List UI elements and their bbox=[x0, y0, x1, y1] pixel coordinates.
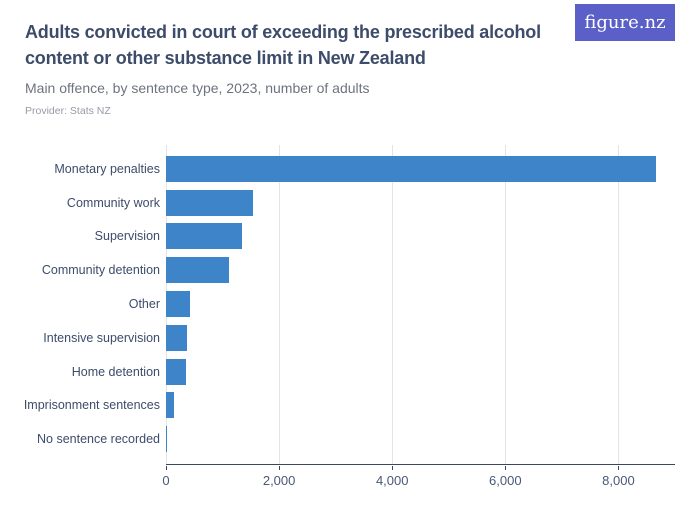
tick-mark bbox=[617, 466, 619, 470]
bar-row: No sentence recorded bbox=[0, 422, 675, 456]
bar-row: Home detention bbox=[0, 355, 675, 389]
bar[interactable] bbox=[166, 426, 168, 453]
x-tick-label: 0 bbox=[162, 473, 170, 488]
bar-row: Intensive supervision bbox=[0, 321, 675, 355]
bar-row: Community detention bbox=[0, 253, 675, 287]
chart-subtitle: Main offence, by sentence type, 2023, nu… bbox=[25, 80, 370, 96]
bar[interactable] bbox=[166, 257, 229, 284]
x-tick-label: 4,000 bbox=[375, 473, 409, 488]
bar-row: Other bbox=[0, 287, 675, 321]
category-label: Imprisonment sentences bbox=[23, 398, 160, 413]
category-label: Supervision bbox=[94, 229, 160, 244]
figurenz-logo[interactable]: figure.nz bbox=[575, 4, 675, 41]
bar[interactable] bbox=[166, 291, 191, 318]
bar-track bbox=[166, 223, 675, 250]
x-tick-label: 6,000 bbox=[489, 473, 522, 488]
bar-track bbox=[166, 358, 675, 385]
category-label: Other bbox=[128, 297, 160, 312]
bar[interactable] bbox=[166, 324, 187, 351]
bar-chart: Monetary penalties Community work Supervis… bbox=[0, 145, 675, 488]
x-axis: 0 2,000 4,000 6,000 8,000 bbox=[162, 465, 675, 497]
bar[interactable] bbox=[166, 155, 657, 182]
bar[interactable] bbox=[166, 358, 186, 385]
tick-mark bbox=[165, 466, 167, 470]
category-label: No sentence recorded bbox=[37, 432, 160, 447]
category-label: Community work bbox=[66, 195, 160, 210]
bar-track bbox=[166, 426, 675, 453]
bar[interactable] bbox=[166, 223, 243, 250]
bar-track bbox=[166, 324, 675, 351]
bar-track bbox=[166, 257, 675, 284]
gridline bbox=[504, 145, 506, 464]
category-label: Intensive supervision bbox=[43, 330, 160, 345]
bar-row: Community work bbox=[0, 186, 675, 220]
gridline bbox=[278, 145, 280, 464]
chart-title: Adults convicted in court of exceeding t… bbox=[25, 22, 541, 68]
figurenz-logo-text: figure.nz bbox=[584, 12, 666, 33]
bar-rows: Monetary penalties Community work Supervis… bbox=[0, 152, 675, 456]
tick-mark bbox=[391, 466, 393, 470]
bar-row: Supervision bbox=[0, 220, 675, 254]
bar-track bbox=[166, 189, 675, 216]
bar-row: Imprisonment sentences bbox=[0, 388, 675, 422]
x-tick-label: 8,000 bbox=[602, 473, 635, 488]
x-tick-label: 2,000 bbox=[262, 473, 296, 488]
category-label: Community detention bbox=[41, 263, 160, 278]
bar-row: Monetary penalties bbox=[0, 152, 675, 186]
tick-mark bbox=[278, 466, 280, 470]
bar[interactable] bbox=[166, 392, 174, 419]
bar[interactable] bbox=[166, 189, 254, 216]
gridline bbox=[391, 145, 393, 464]
bar-track bbox=[166, 392, 675, 419]
bar-track bbox=[166, 291, 675, 318]
category-label: Monetary penalties bbox=[54, 161, 160, 176]
gridline bbox=[617, 145, 619, 464]
category-label: Home detention bbox=[71, 364, 160, 379]
provider-note: Provider: Stats NZ bbox=[25, 105, 111, 117]
tick-mark bbox=[504, 466, 506, 470]
bar-track bbox=[166, 155, 675, 182]
